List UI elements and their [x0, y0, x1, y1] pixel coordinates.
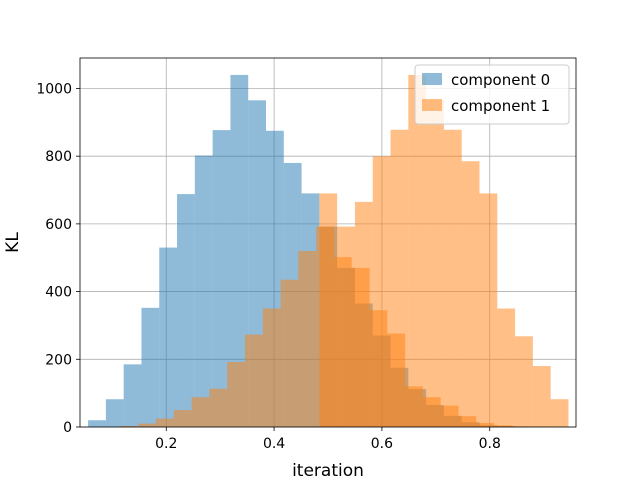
axis-ticks: 0.2 0.4 0.6 0.8 0 200 400 600 800 1000 [36, 81, 501, 452]
bar-component-1 [372, 156, 391, 427]
bar-component-1 [209, 388, 228, 427]
bar-component-0 [105, 399, 124, 427]
bar-component-1 [319, 193, 338, 427]
bar-component-1 [461, 161, 480, 427]
bar-component-1 [262, 308, 281, 427]
plot-frame [79, 57, 577, 428]
bar-component-0 [212, 130, 231, 427]
y-tick-label: 0 [63, 420, 72, 436]
legend: component 0 component 1 [414, 64, 570, 125]
bar-component-1 [479, 193, 498, 427]
bar-component-0 [230, 74, 249, 427]
y-axis-label: KL [3, 232, 23, 253]
bar-component-1 [244, 334, 263, 427]
bar-component-1 [443, 129, 462, 428]
x-axis-label: iteration [292, 461, 364, 480]
bar-component-1 [120, 425, 139, 427]
legend-label: component 1 [451, 97, 550, 115]
legend-swatch [422, 99, 442, 111]
bar-component-1 [156, 418, 174, 427]
bar-component-1 [298, 250, 317, 427]
bar-component-1 [426, 100, 444, 427]
bar-component-1 [408, 74, 427, 427]
y-tick-label: 600 [45, 217, 72, 233]
bar-component-0 [194, 155, 213, 427]
bar-component-0 [88, 420, 106, 427]
bar-component-1 [191, 397, 210, 427]
bar-component-1 [390, 129, 409, 428]
legend-label: component 0 [451, 71, 550, 89]
legend-box [414, 64, 570, 125]
y-tick-label: 400 [45, 285, 72, 301]
bar-component-1 [173, 410, 192, 427]
bar-component-1 [280, 279, 299, 427]
bar-component-1 [550, 399, 569, 427]
x-tick-label: 0.6 [371, 436, 393, 452]
bar-component-1 [497, 308, 516, 427]
legend-swatch [422, 73, 442, 85]
y-tick-label: 200 [45, 352, 72, 368]
bar-component-1 [138, 423, 157, 427]
bar-component-0 [159, 247, 178, 427]
histogram-bars [88, 74, 569, 428]
x-tick-label: 0.2 [155, 436, 177, 452]
bar-component-0 [177, 194, 195, 427]
bar-component-1 [532, 366, 551, 427]
bar-component-1 [227, 362, 245, 427]
x-tick-label: 0.8 [479, 436, 501, 452]
bar-component-1 [515, 336, 533, 427]
bar-component-0 [141, 307, 160, 427]
bar-component-0 [123, 364, 142, 427]
y-tick-label: 800 [45, 149, 72, 165]
y-tick-label: 1000 [36, 81, 72, 97]
bar-component-1 [337, 226, 355, 427]
bar-component-1 [354, 201, 373, 427]
x-tick-label: 0.4 [263, 436, 285, 452]
